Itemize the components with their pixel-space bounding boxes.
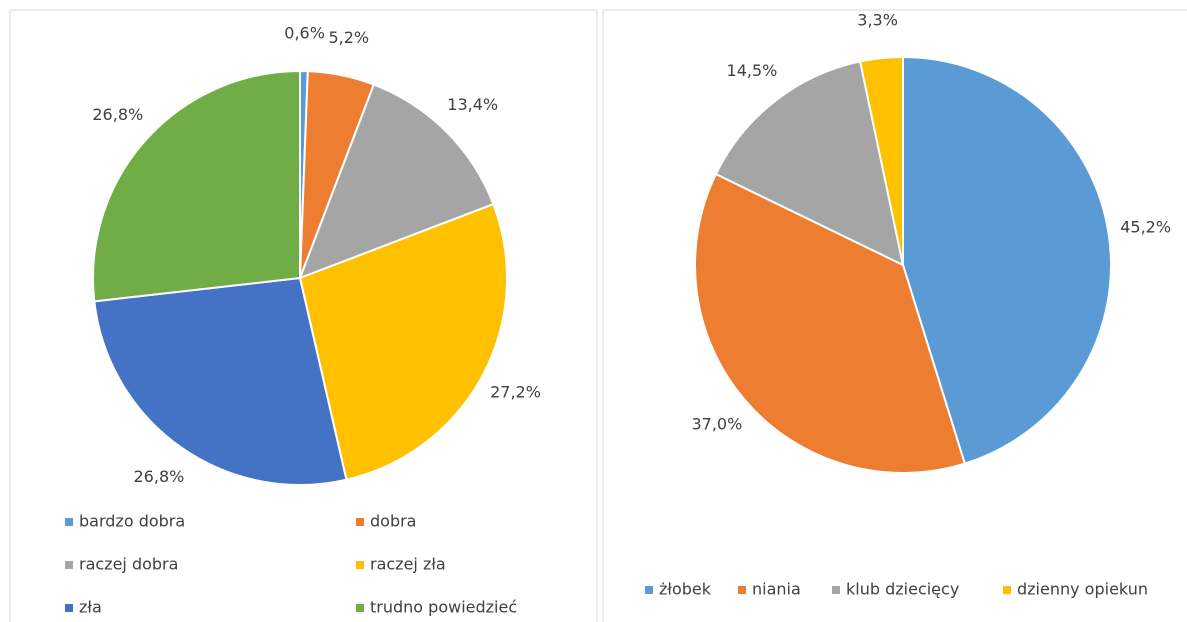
legend-label: żłobek: [659, 580, 712, 599]
pie-slice: [858, 55, 904, 266]
legend-label: zła: [79, 598, 102, 617]
pie-slice: [298, 202, 508, 481]
data-label: 5,2%: [328, 28, 369, 47]
pie-slice: [298, 83, 495, 280]
legend-label: dobra: [370, 512, 416, 531]
legend-label: trudno powiedzieć: [370, 598, 517, 617]
legend-marker: [65, 604, 73, 612]
data-label: 45,2%: [1120, 218, 1171, 237]
legend-label: dzienny opiekun: [1017, 580, 1148, 599]
legend-label: raczej dobra: [79, 555, 178, 574]
pie-slice: [694, 172, 967, 474]
legend-marker: [738, 586, 746, 594]
legend-marker: [356, 604, 364, 612]
pie-slice: [93, 276, 348, 486]
legend-marker: [1003, 586, 1011, 594]
data-label: 0,6%: [284, 23, 325, 42]
data-label: 14,5%: [727, 61, 778, 80]
legend-label: klub dziecięcy: [846, 580, 959, 599]
data-label: 37,0%: [691, 414, 742, 433]
data-label: 3,3%: [857, 10, 898, 29]
legend-marker: [65, 561, 73, 569]
legend-label: bardzo dobra: [79, 512, 185, 531]
data-label: 27,2%: [490, 382, 541, 401]
legend-marker: [65, 518, 73, 526]
data-label: 13,4%: [447, 95, 498, 114]
legend-marker: [356, 518, 364, 526]
pie-slice: [714, 60, 905, 267]
legend-marker: [356, 561, 364, 569]
pie-slice: [92, 69, 301, 303]
pie-slice: [902, 55, 1112, 465]
data-label: 26,8%: [134, 467, 185, 486]
legend-marker: [832, 586, 840, 594]
legend-label: niania: [752, 580, 801, 599]
legend-label: raczej zła: [370, 555, 446, 574]
legend-marker: [645, 586, 653, 594]
data-label: 26,8%: [92, 105, 143, 124]
